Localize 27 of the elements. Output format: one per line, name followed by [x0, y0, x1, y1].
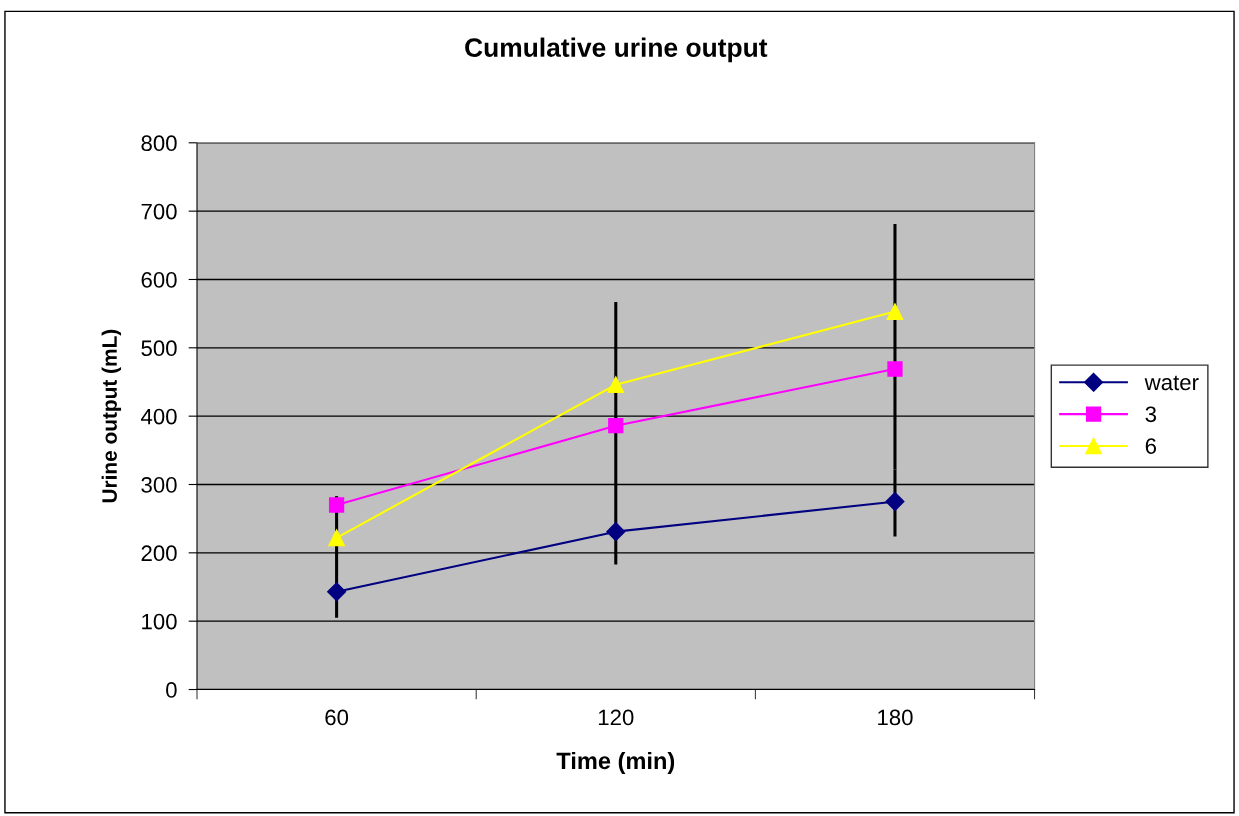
point — [328, 497, 345, 513]
y-tick-label: 700 — [141, 203, 177, 220]
y-tick-label: 400 — [140, 408, 177, 425]
x-tick-label: 120 — [598, 709, 634, 726]
y-tick-label: 500 — [141, 340, 177, 357]
chart-title: Cumulative urine output — [465, 37, 768, 63]
point — [606, 522, 626, 542]
y-tick-label: 100 — [142, 613, 177, 630]
point — [607, 376, 625, 394]
legend-label: water — [1144, 375, 1199, 391]
point — [328, 529, 345, 547]
x-axis-title: Time (min) — [556, 751, 675, 774]
legend-label: 6 — [1145, 438, 1157, 454]
point — [327, 582, 347, 602]
y-tick-label: 0 — [166, 682, 177, 698]
y-tick-label: 600 — [141, 272, 177, 288]
x-tick-label: 180 — [878, 709, 913, 726]
point — [608, 418, 624, 434]
point — [886, 303, 904, 320]
point — [887, 361, 903, 377]
y-tick-label: 300 — [141, 477, 177, 493]
x-tick-label: 60 — [325, 709, 349, 726]
y-axis-title: Urine output (mL) — [101, 329, 122, 503]
legend-label: 3 — [1145, 406, 1157, 423]
y-tick-label: 200 — [141, 545, 177, 562]
point — [885, 492, 905, 512]
y-tick-label: 800 — [141, 135, 177, 152]
